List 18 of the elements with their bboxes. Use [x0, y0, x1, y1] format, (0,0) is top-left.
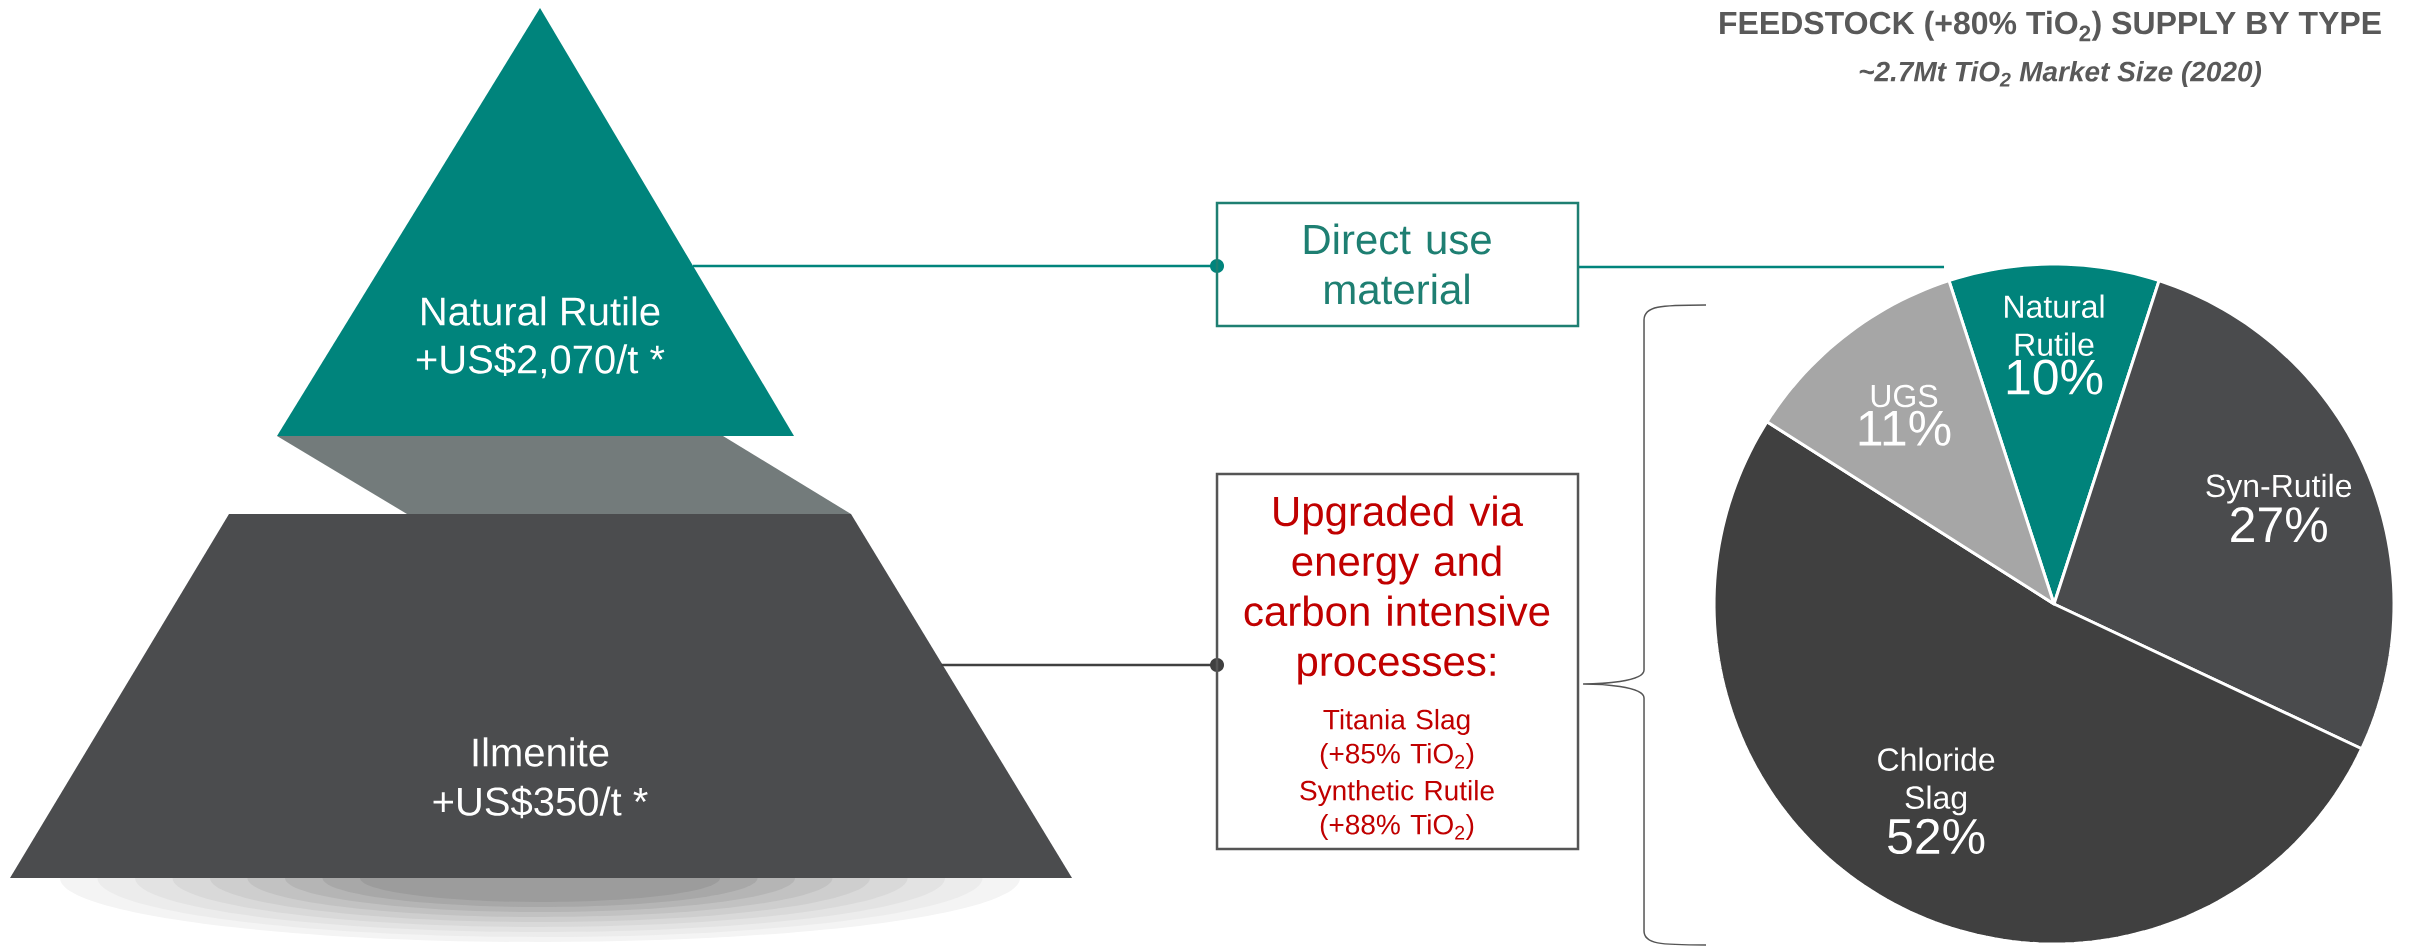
- data-label: 52%: [1888, 818, 1985, 855]
- text: Natural Rutile: [422, 296, 660, 326]
- slice-label: Natural Rutile: [2005, 294, 2104, 356]
- slice-label: Syn-Rutile: [2206, 473, 2352, 504]
- text: Upgraded via energy and carbon intensive processes:: [1244, 495, 1550, 685]
- chart-title: FEEDSTOCK (+80% TiO$_{2}$) SUPPLY BY TYPE: [1720, 10, 2381, 42]
- data-label: 11%: [1859, 410, 1951, 446]
- text: Titania Slag (+85% TiO$_{2}$): [1320, 708, 1474, 770]
- text: Direct use material: [1304, 223, 1491, 305]
- data-label: 10%: [2007, 359, 2103, 395]
- text: +US$350/t *: [433, 785, 648, 819]
- slice-label: UGS: [1871, 384, 1938, 408]
- text: +US$2,070/t *: [416, 343, 665, 379]
- data-label: 27%: [2231, 506, 2327, 543]
- text: Synthetic Rutile (+88% TiO$_{2}$): [1300, 779, 1494, 841]
- text: Ilmenite: [473, 737, 609, 767]
- chart-subtitle: ~2.7Mt TiO$_{2}$ Market Size (2020): [1859, 60, 2262, 88]
- slice-label: Chloride Slag: [1878, 747, 1995, 816]
